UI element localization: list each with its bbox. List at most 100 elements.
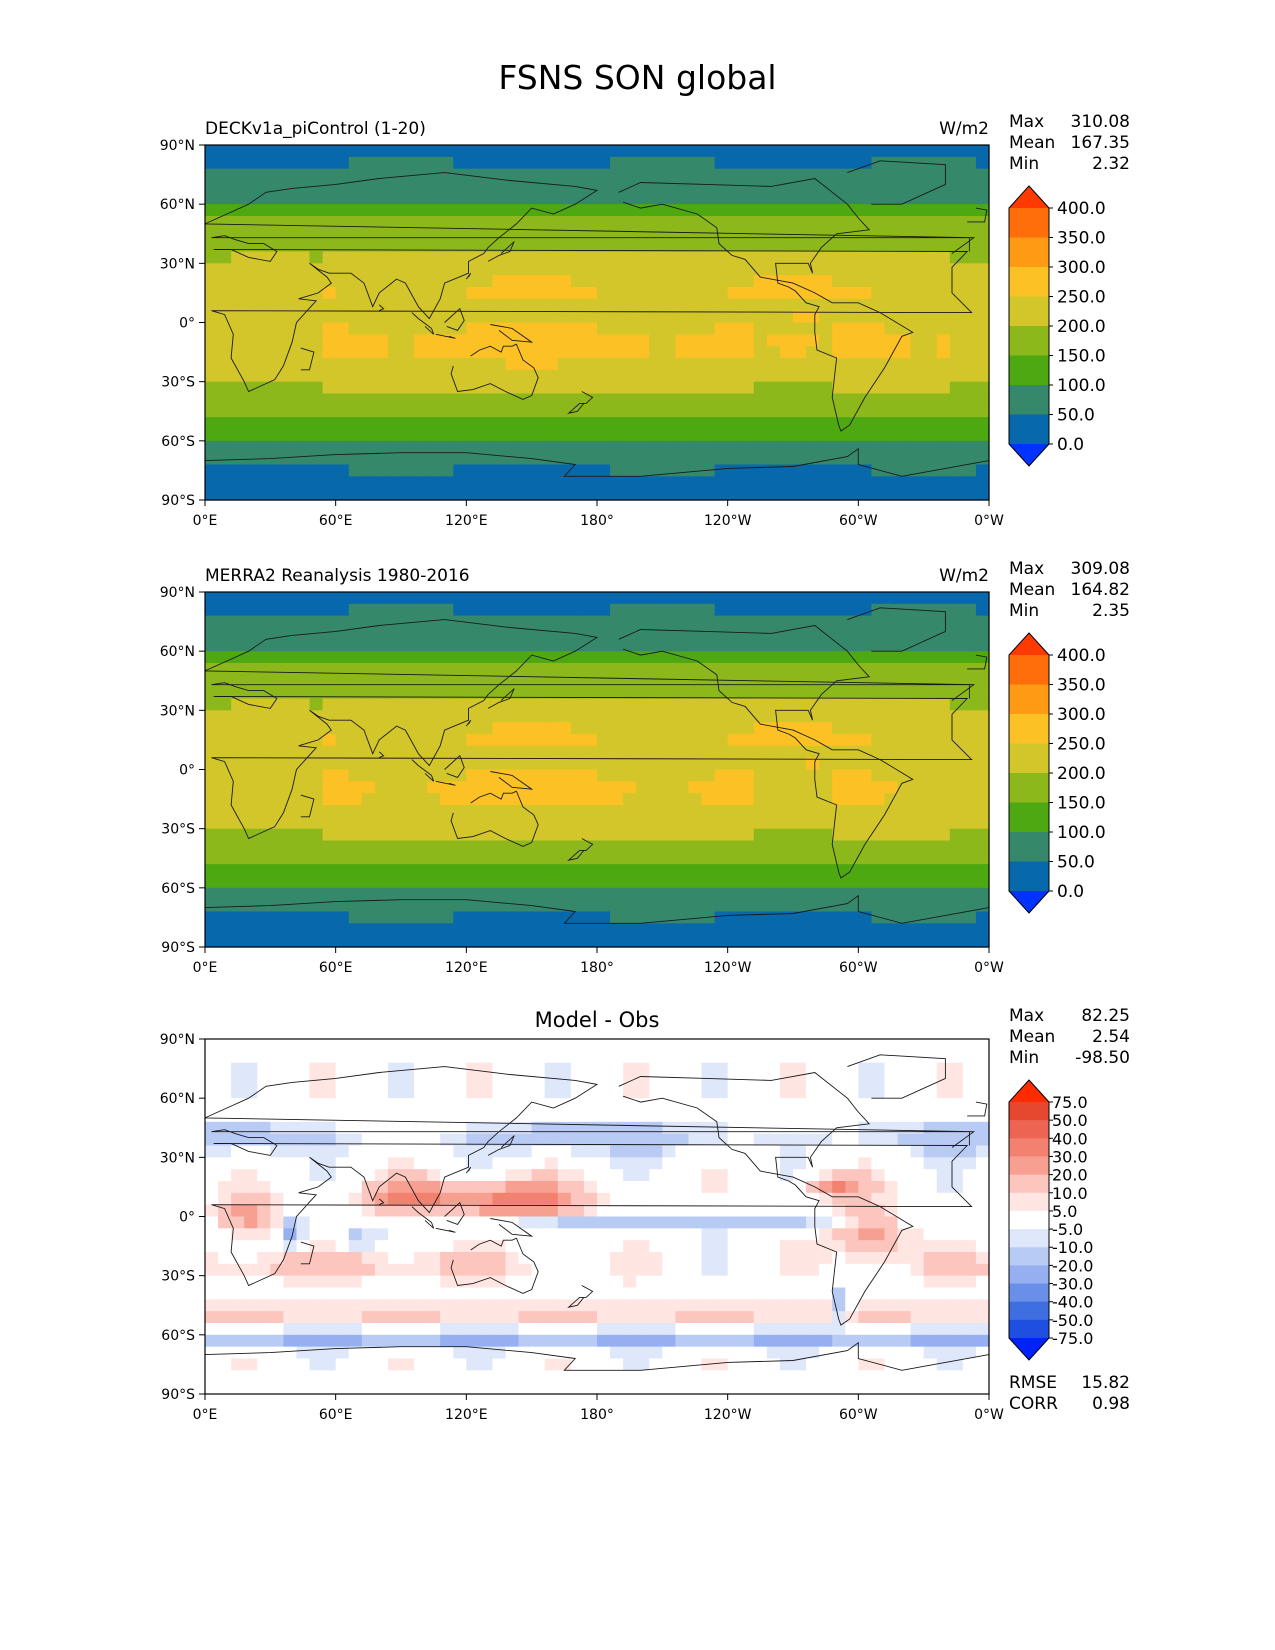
map-cell bbox=[453, 298, 467, 312]
map-cell bbox=[597, 346, 611, 359]
map-cell bbox=[518, 405, 533, 418]
map-cell bbox=[714, 1145, 729, 1158]
map-cell bbox=[374, 405, 389, 418]
map-cell bbox=[753, 1157, 768, 1170]
map-cell bbox=[492, 1050, 507, 1064]
map-cell bbox=[283, 674, 298, 688]
map-cell bbox=[923, 663, 938, 676]
map-cell bbox=[401, 310, 415, 324]
map-cell bbox=[623, 592, 637, 605]
map-cell bbox=[766, 251, 781, 264]
map-cell bbox=[701, 1098, 716, 1111]
map-cell bbox=[936, 1169, 951, 1182]
map-cell bbox=[962, 710, 977, 723]
map-cell bbox=[871, 168, 886, 182]
map-cell bbox=[597, 1181, 611, 1194]
map-cell bbox=[283, 911, 298, 924]
map-cell bbox=[923, 263, 938, 276]
map-cell bbox=[897, 710, 912, 723]
map-cell bbox=[884, 639, 899, 652]
map-cell bbox=[936, 876, 951, 889]
map-cell bbox=[453, 734, 467, 747]
map-cell bbox=[257, 405, 271, 418]
map-cell bbox=[871, 464, 886, 477]
map-cell bbox=[244, 346, 258, 359]
coastline bbox=[444, 754, 465, 778]
colorbar-segment bbox=[1009, 267, 1049, 297]
map-cell bbox=[897, 840, 912, 853]
map-cell bbox=[701, 1121, 716, 1135]
map-cell bbox=[257, 369, 271, 383]
map-cell bbox=[688, 204, 703, 217]
map-cell bbox=[597, 369, 611, 383]
map-cell bbox=[401, 452, 415, 466]
map-cell bbox=[793, 1181, 807, 1194]
map-cell bbox=[544, 381, 559, 395]
map-cell bbox=[701, 429, 716, 442]
map-cell bbox=[936, 287, 951, 300]
map-cell bbox=[819, 346, 833, 359]
map-cell bbox=[322, 440, 337, 454]
map-cell bbox=[335, 239, 350, 253]
map-cell bbox=[884, 488, 899, 501]
map-cell bbox=[440, 1121, 454, 1135]
map-cell bbox=[322, 887, 337, 901]
map-cell bbox=[623, 864, 637, 877]
map-cell bbox=[949, 734, 964, 747]
map-cell bbox=[727, 346, 742, 359]
map-cell bbox=[962, 263, 977, 276]
map-cell bbox=[740, 663, 755, 676]
map-cell bbox=[374, 1133, 389, 1147]
map-cell bbox=[231, 1216, 245, 1229]
map-cell bbox=[505, 1062, 520, 1076]
map-cell bbox=[453, 674, 467, 688]
map-cell bbox=[701, 180, 716, 193]
map-cell bbox=[335, 310, 350, 324]
map-cell bbox=[949, 745, 964, 759]
map-cell bbox=[688, 887, 703, 901]
map-cell bbox=[623, 1039, 637, 1052]
map-cell bbox=[649, 911, 663, 924]
map-cell bbox=[335, 1240, 350, 1253]
map-cell bbox=[923, 1145, 938, 1158]
map-cell bbox=[387, 227, 402, 241]
map-cell bbox=[518, 216, 533, 229]
map-cell bbox=[231, 1263, 245, 1277]
map-cell bbox=[727, 1062, 742, 1076]
map-cell bbox=[793, 603, 807, 617]
map-cell bbox=[949, 828, 964, 842]
map-cell bbox=[688, 429, 703, 442]
map-cell bbox=[205, 334, 219, 347]
map-cell bbox=[779, 1050, 794, 1064]
lat-tick-label: 90°S bbox=[161, 493, 195, 509]
map-cell bbox=[636, 769, 650, 782]
map-cell bbox=[975, 263, 990, 276]
map-cell bbox=[544, 1133, 559, 1147]
map-cell bbox=[727, 828, 742, 842]
map-cell bbox=[714, 663, 729, 676]
map-cell bbox=[296, 168, 311, 182]
map-cell bbox=[923, 156, 938, 170]
map-cell bbox=[727, 1050, 742, 1064]
map-cell bbox=[884, 1074, 899, 1087]
map-cell bbox=[296, 627, 311, 640]
map-cell bbox=[583, 156, 598, 170]
map-cell bbox=[218, 734, 232, 747]
map-cell bbox=[570, 204, 585, 217]
colorbar-label: 100.0 bbox=[1057, 376, 1106, 396]
map-cell bbox=[740, 805, 755, 818]
map-cell bbox=[636, 734, 650, 747]
map-cell bbox=[492, 417, 507, 430]
colorbar-segment bbox=[1009, 714, 1049, 744]
map-cell bbox=[205, 393, 219, 406]
map-cell bbox=[401, 464, 415, 477]
map-cell bbox=[205, 429, 219, 442]
map-cell bbox=[597, 1216, 611, 1229]
map-cell bbox=[793, 204, 807, 217]
map-cell bbox=[557, 275, 572, 288]
map-cell bbox=[231, 145, 245, 158]
map-cell bbox=[871, 204, 886, 217]
map-cell bbox=[231, 393, 245, 406]
map-cell bbox=[518, 476, 533, 489]
map-cell bbox=[270, 192, 284, 205]
